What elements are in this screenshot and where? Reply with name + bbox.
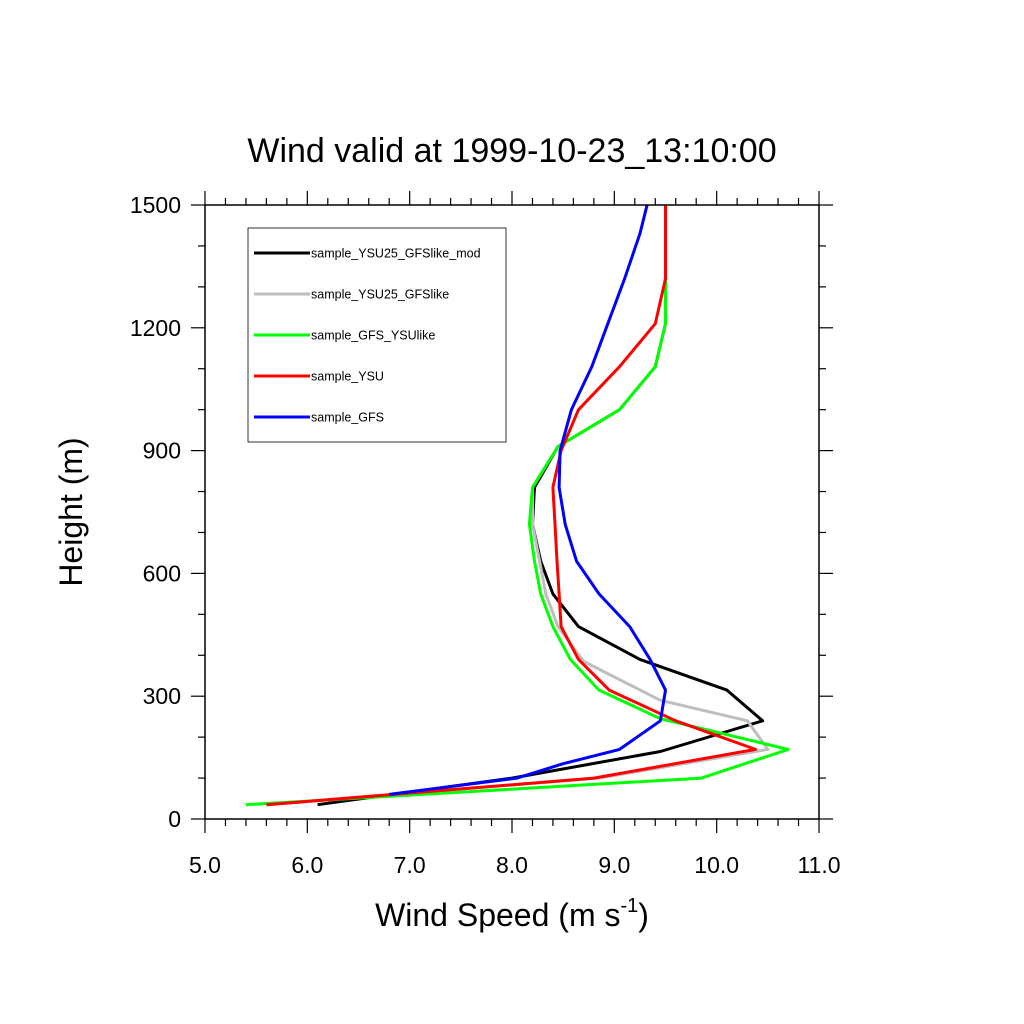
legend-label: sample_GFS <box>311 411 384 425</box>
y-tick-label: 0 <box>168 806 181 832</box>
series-line-sample_GFS_YSUlike <box>245 205 790 807</box>
tick-labels: 5.0 6.0 7.0 8.0 9.0 10.0 11.0 0 300 600 900 1200 150… <box>130 192 841 878</box>
chart-title: Wind valid at 1999-10-23_13:10:00 <box>247 132 776 170</box>
y-tick-label: 300 <box>143 683 181 709</box>
x-axis-label-sup: -1 <box>620 895 638 917</box>
legend-label: sample_YSU <box>311 370 384 384</box>
axis-ticks <box>191 191 833 833</box>
x-axis-label-main: Wind Speed (m s <box>375 897 620 933</box>
legend-label: sample_YSU25_GFSlike <box>311 288 449 302</box>
x-tick-label: 5.0 <box>189 852 221 878</box>
plot-frame <box>204 204 820 820</box>
x-tick-label: 7.0 <box>394 852 426 878</box>
x-axis-label-close: ) <box>638 897 649 933</box>
y-tick-label: 1200 <box>130 315 181 341</box>
x-tick-label: 8.0 <box>496 852 528 878</box>
legend-label: sample_YSU25_GFSlike_mod <box>311 247 481 261</box>
y-tick-label: 900 <box>143 438 181 464</box>
series-line-sample_GFS <box>389 204 667 796</box>
y-tick-label: 1500 <box>130 192 181 218</box>
legend-label: sample_GFS_YSUlike <box>311 329 435 343</box>
x-axis-label: Wind Speed (m s-1) <box>375 895 649 933</box>
series-line-sample_YSU <box>266 205 758 807</box>
y-tick-label: 600 <box>143 560 181 586</box>
x-tick-label: 6.0 <box>291 852 323 878</box>
legend: sample_YSU25_GFSlike_mod sample_YSU25_GFS… <box>247 227 507 443</box>
y-axis-label: Height (m) <box>53 437 89 586</box>
x-tick-label: 9.0 <box>598 852 630 878</box>
series-layer <box>245 204 790 807</box>
x-tick-label: 11.0 <box>797 852 840 878</box>
x-tick-label: 10.0 <box>694 852 739 878</box>
